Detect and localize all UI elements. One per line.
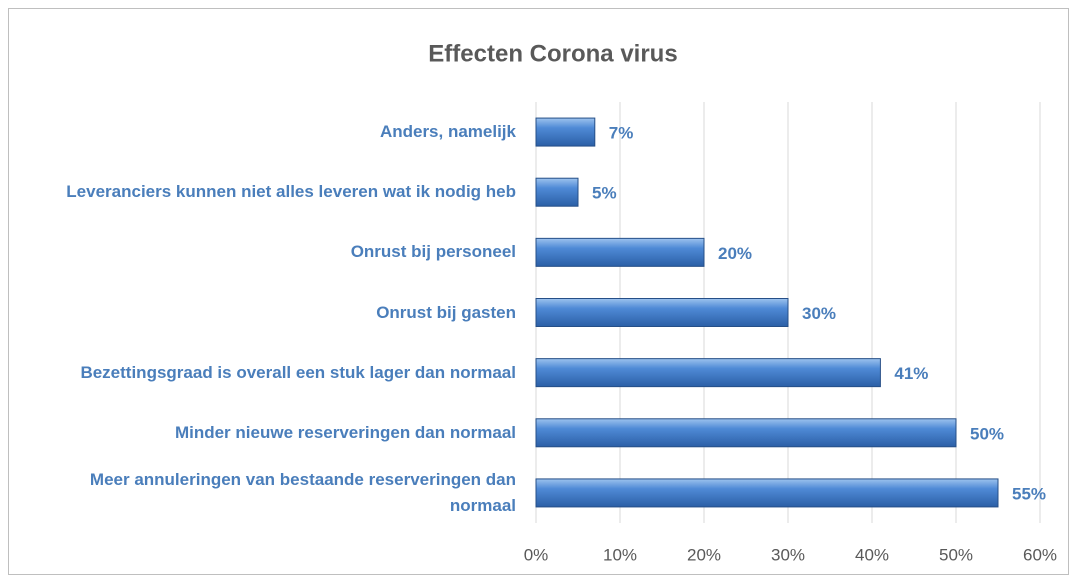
y-tick-label: Leveranciers kunnen niet alles leveren w… — [66, 182, 516, 202]
data-label: 5% — [592, 184, 617, 203]
x-tick-label: 0% — [524, 545, 549, 564]
y-tick-label: Minder nieuwe reserveringen dan normaal — [174, 422, 516, 442]
x-tick-label: 50% — [939, 545, 973, 564]
data-label: 50% — [970, 424, 1004, 443]
bar — [535, 298, 789, 327]
bar — [535, 177, 579, 207]
x-tick-label: 30% — [771, 545, 805, 564]
y-tick-label: Meer annuleringen van bestaande reserver… — [89, 469, 516, 515]
bar — [535, 117, 596, 147]
x-tick-label: 10% — [603, 545, 637, 564]
data-label: 20% — [718, 244, 752, 263]
data-label: 41% — [894, 364, 928, 383]
bar — [535, 478, 999, 508]
data-label: 55% — [1012, 484, 1046, 503]
y-tick-label: Bezettingsgraad is overall een stuk lage… — [80, 362, 516, 382]
bar — [535, 358, 881, 388]
x-tick-label: 60% — [1023, 545, 1057, 564]
y-tick-label: Onrust bij personeel — [350, 242, 516, 262]
bar — [535, 237, 705, 267]
bar — [535, 418, 957, 448]
x-tick-label: 20% — [687, 545, 721, 564]
data-label: 7% — [609, 124, 634, 143]
y-tick-label: Onrust bij gasten — [376, 302, 516, 322]
x-tick-label: 40% — [855, 545, 889, 564]
chart-title: Effecten Corona virus — [428, 40, 677, 67]
data-label: 30% — [802, 304, 836, 323]
y-tick-label: Anders, namelijk — [379, 122, 516, 142]
